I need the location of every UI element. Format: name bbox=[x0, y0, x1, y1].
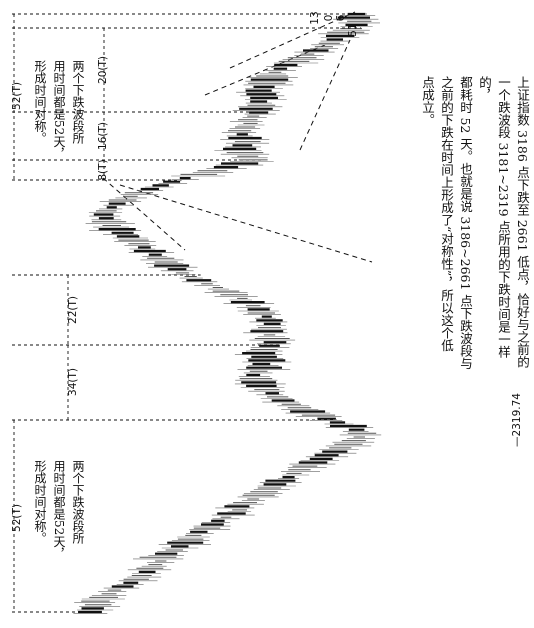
time-label: 22(T) bbox=[67, 296, 79, 324]
trend-line bbox=[102, 177, 186, 251]
time-label: 16(T) bbox=[97, 122, 109, 150]
trend-line bbox=[119, 184, 373, 263]
guide-lines bbox=[12, 11, 373, 613]
time-label: 52(T) bbox=[11, 504, 23, 532]
candles bbox=[73, 12, 382, 614]
annotation-upper-note: 两个下跌波段所 用时间都是52天， 形成时间对称。 bbox=[33, 60, 85, 160]
time-label: 8(T) bbox=[97, 159, 109, 180]
annotation-main-text: 上证指数 3186 点下跌至 2661 低点，恰好与之前的 一个跌波段 3181… bbox=[420, 76, 530, 370]
trend-line bbox=[229, 11, 356, 69]
annotation-lower-note: 两个下跌波段所 用时间都是52天， 形成时间对称。 bbox=[33, 460, 85, 560]
time-label: 34(T) bbox=[67, 368, 79, 396]
trend-line bbox=[299, 39, 351, 151]
peak-label: 0 bbox=[323, 15, 335, 22]
peak-label: 13 bbox=[309, 11, 321, 24]
peak-label: 51 bbox=[347, 23, 359, 36]
peak-label: 6 bbox=[335, 14, 347, 21]
low-value-label: —2319.74 bbox=[511, 393, 523, 447]
time-label: 20(T) bbox=[97, 56, 109, 84]
time-label: 52(T) bbox=[11, 82, 23, 110]
chart-labels: 52(T) 34(T) 22(T) 8(T) 16(T) 20(T) 52(T) 13 0 651… bbox=[11, 11, 523, 532]
